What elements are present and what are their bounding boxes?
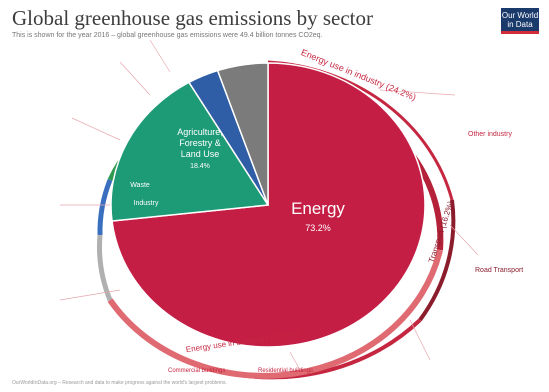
outer-ring-transport: [418, 199, 456, 322]
agri-label-2: Forestry &: [179, 138, 221, 148]
pie-slice-agriculture: [110, 81, 270, 222]
leader-lines: [59, 39, 479, 371]
agri-label-1: Agriculture,: [177, 127, 223, 137]
middle-ring-left-blue: [97, 179, 113, 236]
logo-line-1: Our World: [501, 11, 539, 20]
energy-percent: 73.2%: [305, 223, 331, 233]
agri-label-4: 18.4%: [190, 163, 210, 170]
outer-label-commercial: Commercial buildings: [168, 368, 225, 374]
outer-label-residential: Residential buildings: [258, 368, 313, 374]
chart-subtitle: This is shown for the year 2016 – global…: [12, 32, 323, 39]
slice-labels: Energy 73.2% Agriculture, Forestry & Lan…: [130, 127, 345, 233]
pie-slice-industry: [216, 62, 269, 206]
pie-slices: [110, 62, 426, 348]
chart-footer: OurWorldInData.org – Research and data t…: [12, 380, 227, 386]
outer-label-other-industry: Other industry: [468, 131, 512, 138]
outer-label-road-transport: Road Transport: [475, 267, 523, 274]
chart-title: Global greenhouse gas emissions by secto…: [12, 6, 374, 30]
energy-label: Energy: [291, 199, 345, 218]
middle-ring-bottom: [107, 249, 443, 379]
waste-label: Waste: [130, 182, 150, 189]
agri-label-3: Land Use: [181, 149, 220, 159]
middle-ring-left-gray: [97, 234, 113, 301]
owid-logo[interactable]: Our World in Data: [501, 8, 539, 34]
industry-label: Industry: [134, 200, 159, 207]
logo-line-2: in Data: [507, 20, 533, 29]
